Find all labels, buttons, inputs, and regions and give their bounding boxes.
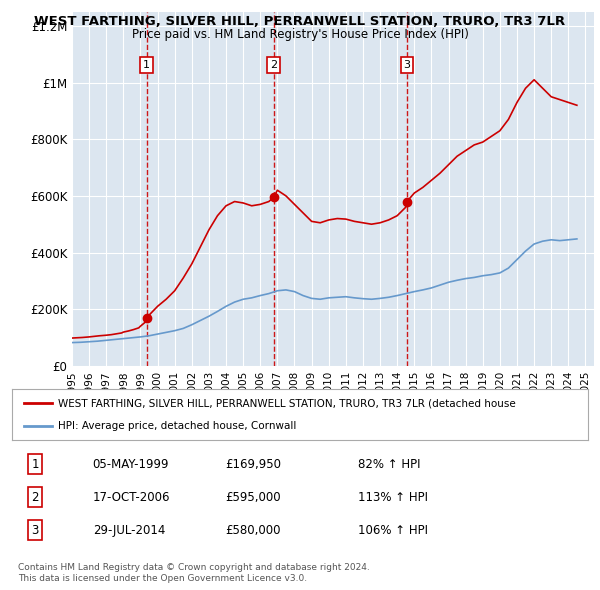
Text: 3: 3 bbox=[31, 523, 39, 537]
Text: WEST FARTHING, SILVER HILL, PERRANWELL STATION, TRURO, TR3 7LR (detached house: WEST FARTHING, SILVER HILL, PERRANWELL S… bbox=[58, 398, 516, 408]
Text: 17-OCT-2006: 17-OCT-2006 bbox=[92, 490, 170, 504]
Text: 113% ↑ HPI: 113% ↑ HPI bbox=[358, 490, 428, 504]
Text: Contains HM Land Registry data © Crown copyright and database right 2024.
This d: Contains HM Land Registry data © Crown c… bbox=[18, 563, 370, 583]
Text: £580,000: £580,000 bbox=[225, 523, 281, 537]
Text: 106% ↑ HPI: 106% ↑ HPI bbox=[358, 523, 428, 537]
Text: 29-JUL-2014: 29-JUL-2014 bbox=[92, 523, 165, 537]
Text: 1: 1 bbox=[143, 60, 150, 70]
Text: 3: 3 bbox=[403, 60, 410, 70]
Text: 1: 1 bbox=[31, 457, 39, 471]
Text: 82% ↑ HPI: 82% ↑ HPI bbox=[358, 457, 420, 471]
Text: HPI: Average price, detached house, Cornwall: HPI: Average price, detached house, Corn… bbox=[58, 421, 296, 431]
Text: 2: 2 bbox=[270, 60, 277, 70]
Text: £169,950: £169,950 bbox=[225, 457, 281, 471]
Text: 05-MAY-1999: 05-MAY-1999 bbox=[92, 457, 169, 471]
Text: WEST FARTHING, SILVER HILL, PERRANWELL STATION, TRURO, TR3 7LR: WEST FARTHING, SILVER HILL, PERRANWELL S… bbox=[34, 15, 566, 28]
Text: £595,000: £595,000 bbox=[225, 490, 281, 504]
Text: 2: 2 bbox=[31, 490, 39, 504]
Text: Price paid vs. HM Land Registry's House Price Index (HPI): Price paid vs. HM Land Registry's House … bbox=[131, 28, 469, 41]
